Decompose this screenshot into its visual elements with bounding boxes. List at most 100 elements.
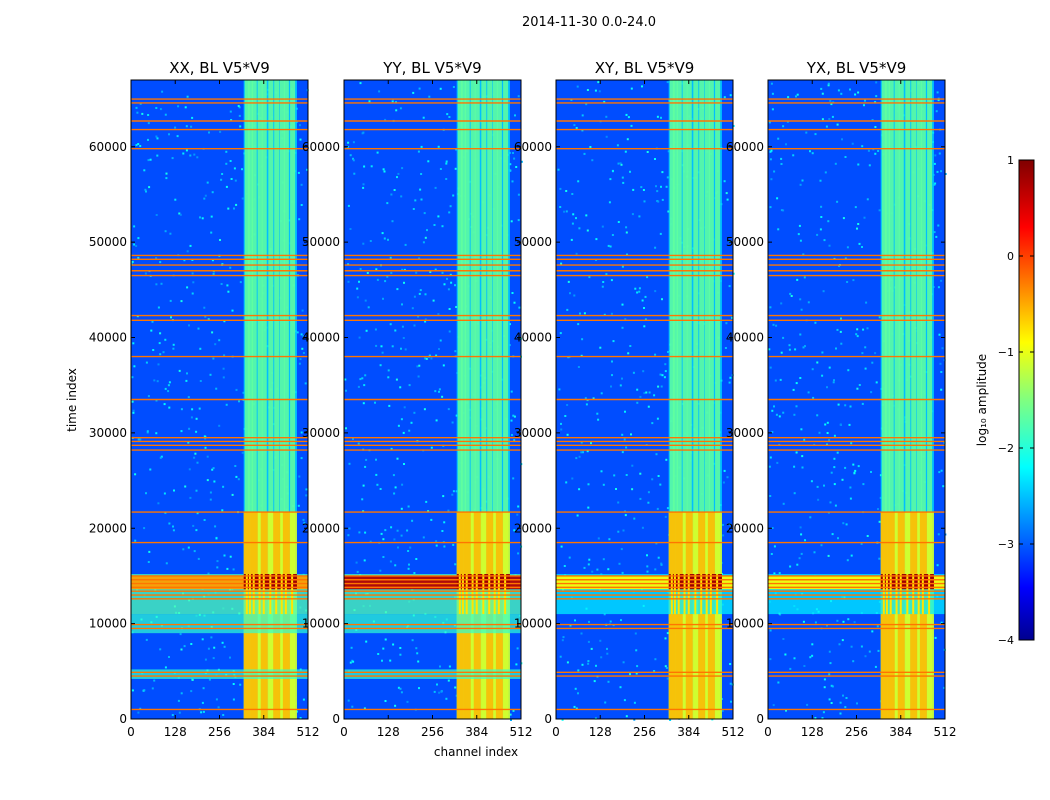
noise-cell [669, 719, 672, 721]
noise-cell [933, 231, 936, 234]
noise-cell [364, 465, 367, 468]
noise-cell [419, 188, 422, 191]
noise-cell [359, 378, 362, 381]
noise-cell [841, 478, 844, 481]
y-tick-label: 20000 [514, 521, 552, 535]
noise-cell [207, 647, 210, 650]
noise-cell [856, 328, 859, 331]
noise-cell [581, 114, 584, 117]
noise-cell [878, 316, 881, 319]
noise-cell [607, 244, 610, 247]
panels-group: XX, BL V5*V9 0 128 256 384 512 0 10000 20000 3000… [89, 59, 957, 739]
noise-cell [566, 404, 569, 406]
noise-cell [202, 687, 205, 690]
noise-cell [362, 402, 365, 405]
noise-cell [821, 717, 824, 720]
noise-cell [435, 419, 438, 422]
noise-cell [445, 178, 448, 180]
noise-cell [438, 691, 441, 694]
noise-cell [514, 114, 516, 117]
noise-cell [849, 405, 852, 408]
noise-cell [347, 699, 350, 702]
noise-cell [441, 395, 444, 398]
noise-cell [810, 480, 813, 483]
noise-cell [852, 279, 855, 282]
y-tick-label: 60000 [302, 140, 340, 154]
noise-cell [814, 621, 817, 624]
noise-cell [178, 212, 181, 215]
noise-cell [173, 489, 175, 492]
noise-cell [824, 423, 827, 426]
noise-cell [411, 307, 414, 310]
noise-cell [239, 125, 242, 128]
noise-cell [940, 279, 943, 282]
noise-cell [345, 427, 347, 430]
figure-suptitle: 2014-11-30 0.0-24.0 [522, 15, 656, 30]
noise-cell [362, 186, 365, 189]
noise-cell [452, 490, 455, 493]
noise-cell [635, 649, 638, 652]
noise-cell [164, 387, 167, 390]
noise-cell [722, 534, 725, 537]
noise-cell [639, 497, 642, 500]
noise-cell [400, 507, 403, 510]
noise-cell [147, 561, 150, 563]
noise-cell [826, 432, 829, 434]
noise-cell [850, 442, 853, 445]
noise-cell [145, 492, 147, 495]
noise-cell [165, 172, 168, 175]
noise-cell [435, 544, 438, 547]
noise-cell [585, 214, 588, 217]
noise-cell [356, 570, 359, 573]
noise-cell [664, 515, 667, 518]
y-tick-label: 50000 [302, 235, 340, 249]
noise-cell [788, 344, 791, 347]
noise-cell [852, 660, 855, 663]
noise-cell [630, 87, 633, 90]
noise-cell [780, 209, 783, 212]
time-band-grid-line [677, 574, 680, 615]
noise-cell [352, 437, 354, 440]
noise-cell [769, 150, 772, 153]
noise-cell [147, 122, 150, 125]
noise-cell [509, 713, 512, 716]
noise-cell [143, 527, 146, 530]
noise-cell [238, 114, 241, 117]
noise-cell [587, 640, 590, 643]
noise-cell [784, 653, 787, 656]
noise-cell [732, 125, 735, 127]
noise-cell [146, 430, 149, 433]
noise-cell [725, 322, 728, 325]
noise-cell [854, 469, 857, 472]
noise-cell [864, 655, 867, 658]
noise-cell [361, 498, 364, 501]
noise-cell [427, 160, 430, 163]
noise-cell [828, 366, 831, 369]
noise-cell [855, 333, 858, 336]
noise-cell [439, 168, 442, 170]
noise-cell [347, 280, 350, 283]
x-tick-label: 512 [722, 725, 745, 739]
noise-cell [451, 421, 454, 424]
noise-cell [226, 284, 229, 287]
noise-cell [135, 245, 138, 247]
noise-cell [837, 89, 840, 92]
noise-cell [139, 102, 142, 105]
noise-cell [305, 494, 308, 497]
noise-cell [436, 683, 438, 686]
noise-cell [799, 298, 802, 301]
noise-cell [365, 640, 368, 643]
noise-cell [624, 510, 626, 513]
noise-cell [621, 377, 623, 380]
noise-cell [183, 259, 186, 262]
noise-cell [771, 431, 774, 433]
noise-cell [565, 210, 568, 213]
noise-cell [769, 495, 772, 497]
noise-cell [768, 121, 771, 124]
noise-cell [299, 138, 302, 141]
noise-cell [795, 382, 798, 385]
noise-cell [837, 537, 839, 540]
noise-cell [518, 306, 521, 309]
y-tick-label: 60000 [726, 140, 764, 154]
noise-cell [517, 193, 520, 196]
